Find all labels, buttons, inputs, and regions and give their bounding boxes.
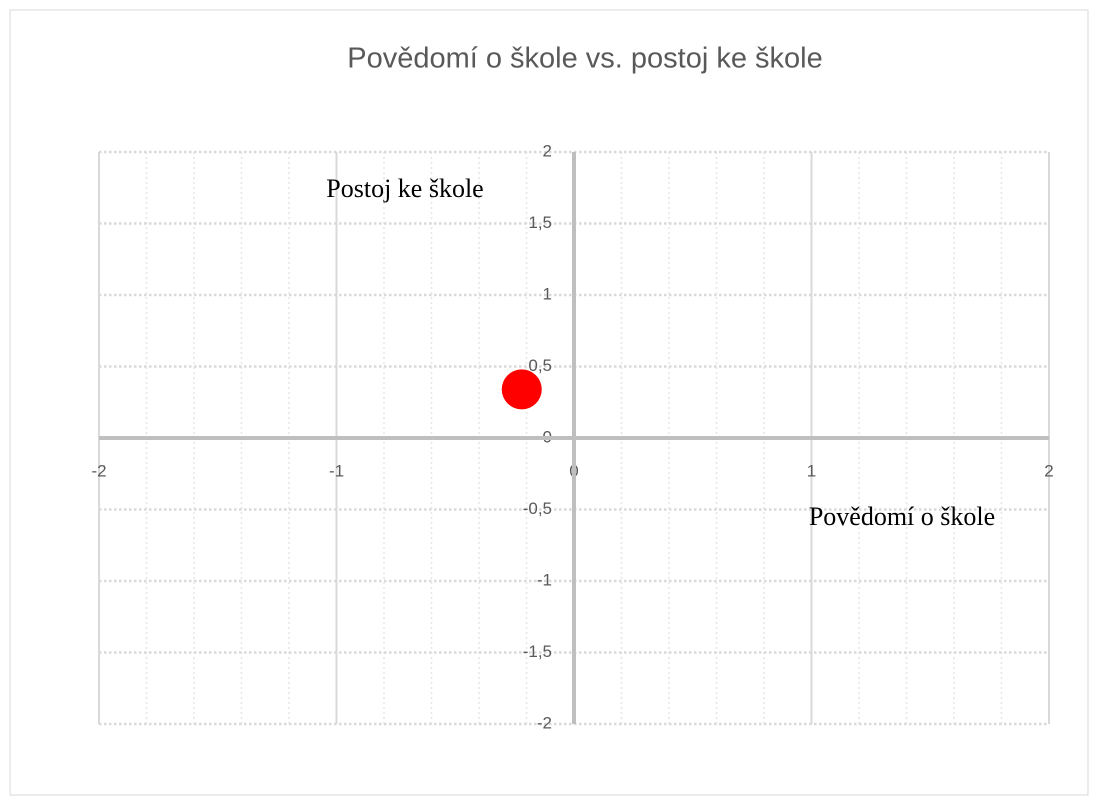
grid: -2-1012-2-1,5-1-0,500,511,52: [91, 141, 1053, 732]
y-tick-label: 0,5: [528, 356, 552, 375]
y-axis-title: Postoj ke škole: [326, 174, 483, 203]
y-tick-label: -0,5: [523, 499, 552, 518]
y-tick-label: -2: [537, 713, 552, 732]
y-tick-label: 1: [543, 284, 552, 303]
point: [501, 369, 542, 410]
x-tick-label: 1: [807, 461, 816, 480]
y-tick-label: -1: [537, 570, 552, 589]
y-tick-label: 1,5: [528, 213, 552, 232]
x-tick-label: -1: [329, 461, 344, 480]
x-axis-title: Povědomí o škole: [809, 502, 995, 531]
marks: [501, 369, 542, 410]
chart-frame: [9, 9, 1089, 796]
y-tick-label: 2: [543, 141, 552, 160]
x-tick-label: 2: [1044, 461, 1053, 480]
y-tick-label: -1,5: [523, 642, 552, 661]
chart-title: Povědomí o škole vs. postoj ke škole: [347, 43, 823, 75]
x-tick-label: -2: [91, 461, 106, 480]
